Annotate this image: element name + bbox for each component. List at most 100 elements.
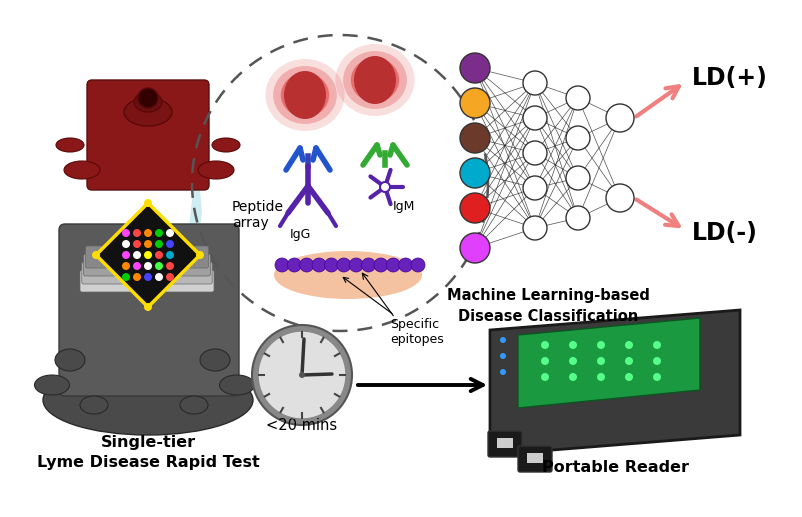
Circle shape (606, 104, 634, 132)
Circle shape (500, 353, 506, 359)
Circle shape (144, 229, 152, 237)
Circle shape (625, 341, 633, 349)
FancyBboxPatch shape (59, 224, 239, 396)
FancyBboxPatch shape (87, 80, 209, 190)
Circle shape (155, 273, 163, 281)
Ellipse shape (34, 375, 70, 395)
Circle shape (569, 373, 577, 381)
Circle shape (155, 229, 163, 237)
Circle shape (625, 373, 633, 381)
Ellipse shape (134, 92, 162, 112)
Circle shape (653, 373, 661, 381)
Circle shape (541, 373, 549, 381)
Ellipse shape (220, 375, 254, 395)
Circle shape (411, 258, 425, 272)
Circle shape (460, 233, 490, 263)
Circle shape (597, 341, 605, 349)
Circle shape (362, 258, 375, 272)
Ellipse shape (124, 98, 172, 126)
Circle shape (155, 262, 163, 270)
Circle shape (380, 182, 390, 192)
Circle shape (500, 337, 506, 343)
Ellipse shape (343, 51, 407, 109)
Circle shape (523, 141, 547, 165)
Circle shape (196, 251, 204, 259)
Circle shape (144, 262, 152, 270)
Text: Single-tier
Lyme Disease Rapid Test: Single-tier Lyme Disease Rapid Test (37, 435, 259, 470)
Circle shape (569, 357, 577, 365)
Text: LD(-): LD(-) (692, 221, 758, 245)
Circle shape (523, 216, 547, 240)
Circle shape (122, 262, 130, 270)
Text: Peptide
array: Peptide array (232, 200, 284, 230)
Circle shape (569, 341, 577, 349)
Circle shape (500, 369, 506, 375)
Circle shape (387, 258, 400, 272)
Circle shape (541, 357, 549, 365)
Circle shape (166, 273, 174, 281)
Text: Specific
epitopes: Specific epitopes (343, 278, 444, 346)
Circle shape (166, 240, 174, 248)
Ellipse shape (335, 44, 415, 116)
Circle shape (144, 303, 152, 311)
Circle shape (166, 262, 174, 270)
Circle shape (133, 251, 141, 259)
Circle shape (133, 229, 141, 237)
Text: LD(+): LD(+) (692, 66, 768, 90)
Ellipse shape (273, 66, 337, 124)
Circle shape (155, 251, 163, 259)
Ellipse shape (198, 161, 234, 179)
Circle shape (597, 357, 605, 365)
Circle shape (460, 53, 490, 83)
Ellipse shape (284, 71, 326, 119)
Circle shape (133, 273, 141, 281)
Circle shape (566, 126, 590, 150)
Text: <20 mins: <20 mins (266, 418, 338, 433)
Circle shape (144, 251, 152, 259)
Circle shape (133, 262, 141, 270)
Circle shape (460, 88, 490, 118)
Text: IgM: IgM (393, 200, 415, 213)
Ellipse shape (212, 138, 240, 152)
Circle shape (325, 258, 338, 272)
Circle shape (566, 206, 590, 230)
FancyBboxPatch shape (82, 262, 213, 284)
Circle shape (337, 258, 350, 272)
FancyBboxPatch shape (488, 431, 522, 457)
FancyBboxPatch shape (527, 453, 543, 463)
Circle shape (606, 184, 634, 212)
Circle shape (166, 251, 174, 259)
Circle shape (287, 258, 302, 272)
Polygon shape (490, 310, 740, 455)
Polygon shape (185, 153, 202, 340)
Ellipse shape (64, 161, 100, 179)
Circle shape (653, 341, 661, 349)
Ellipse shape (354, 56, 396, 104)
Circle shape (399, 258, 413, 272)
Circle shape (258, 331, 346, 419)
FancyBboxPatch shape (83, 254, 210, 276)
Circle shape (122, 240, 130, 248)
Ellipse shape (274, 251, 422, 299)
Circle shape (300, 258, 314, 272)
Circle shape (144, 240, 152, 248)
Circle shape (653, 357, 661, 365)
Circle shape (460, 123, 490, 153)
Circle shape (155, 240, 163, 248)
Circle shape (523, 71, 547, 95)
Ellipse shape (80, 396, 108, 414)
Circle shape (523, 176, 547, 200)
Circle shape (275, 258, 289, 272)
Ellipse shape (350, 58, 399, 102)
Circle shape (374, 258, 388, 272)
Polygon shape (96, 203, 200, 307)
Text: Portable Reader: Portable Reader (541, 460, 688, 475)
FancyBboxPatch shape (518, 446, 552, 472)
FancyBboxPatch shape (497, 438, 513, 448)
Circle shape (299, 372, 305, 378)
Circle shape (122, 273, 130, 281)
Circle shape (166, 229, 174, 237)
Circle shape (523, 106, 547, 130)
Circle shape (460, 193, 490, 223)
Circle shape (460, 158, 490, 188)
